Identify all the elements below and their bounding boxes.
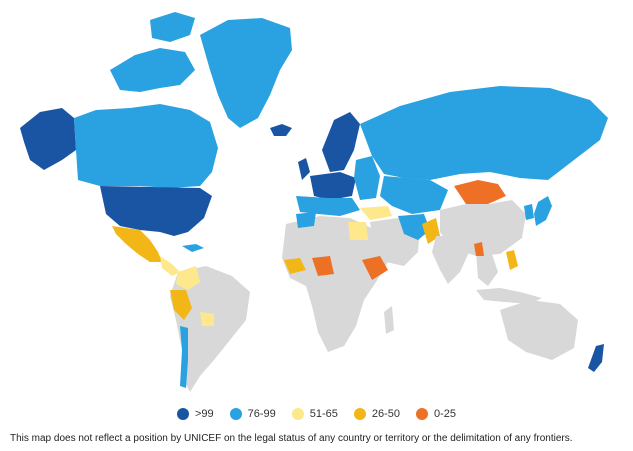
legend-item: 51-65	[291, 408, 338, 420]
region-colombia	[176, 266, 200, 290]
region-indonesia	[476, 288, 542, 304]
region-myanmar-laos	[474, 242, 484, 256]
region-africa	[282, 216, 388, 352]
region-canada	[74, 104, 218, 188]
region-iceland	[270, 124, 292, 136]
region-pakistan	[422, 218, 440, 244]
legend-label: 76-99	[247, 408, 276, 420]
legend-label: 51-65	[309, 408, 338, 420]
region-alaska	[20, 108, 76, 170]
region-central-america	[160, 256, 180, 276]
legend-item: >99	[176, 408, 214, 420]
region-mexico	[112, 226, 162, 262]
legend-label: 26-50	[371, 408, 401, 420]
region-india	[432, 236, 470, 284]
legend-label: >99	[194, 408, 214, 420]
region-chile	[180, 326, 188, 388]
region-canadian-arctic	[110, 48, 195, 92]
region-ethiopia	[362, 256, 388, 280]
legend: >99 76-99 51-65 26-50 0-25	[0, 404, 633, 424]
region-egypt	[348, 222, 368, 240]
region-turkey	[360, 206, 392, 220]
region-south-america	[170, 266, 250, 392]
region-west-africa	[284, 258, 306, 274]
region-caribbean	[182, 244, 204, 252]
region-japan	[534, 196, 552, 226]
region-new-zealand	[588, 344, 604, 372]
region-southern-europe	[296, 196, 360, 216]
region-australia	[500, 300, 578, 360]
region-peru	[170, 290, 192, 320]
region-canadian-arctic-2	[150, 12, 195, 42]
region-uk	[298, 158, 310, 180]
legend-swatch	[176, 408, 189, 420]
legend-swatch	[416, 408, 429, 420]
region-north-africa	[296, 212, 316, 228]
region-usa	[100, 186, 212, 236]
legend-swatch	[353, 408, 366, 420]
region-mongolia	[454, 180, 506, 204]
region-korea	[524, 204, 534, 220]
region-western-europe	[310, 172, 356, 200]
region-russia	[360, 86, 608, 180]
region-nigeria	[312, 256, 334, 276]
region-bolivia	[200, 312, 214, 326]
region-madagascar	[384, 306, 394, 334]
region-southeast-asia	[476, 252, 498, 286]
region-iran	[398, 214, 430, 240]
disclaimer-text: This map does not reflect a position by …	[10, 433, 573, 444]
region-greenland	[200, 18, 292, 128]
legend-label: 0-25	[434, 408, 457, 420]
region-eastern-europe	[354, 156, 380, 200]
region-philippines	[506, 250, 518, 270]
legend-swatch	[229, 408, 242, 420]
world-map	[20, 12, 608, 392]
region-scandinavia	[322, 112, 360, 172]
legend-item: 26-50	[353, 408, 401, 420]
legend-item: 0-25	[416, 408, 456, 420]
legend-item: 76-99	[229, 408, 276, 420]
legend-swatch	[291, 408, 304, 420]
region-central-asia	[380, 176, 448, 214]
